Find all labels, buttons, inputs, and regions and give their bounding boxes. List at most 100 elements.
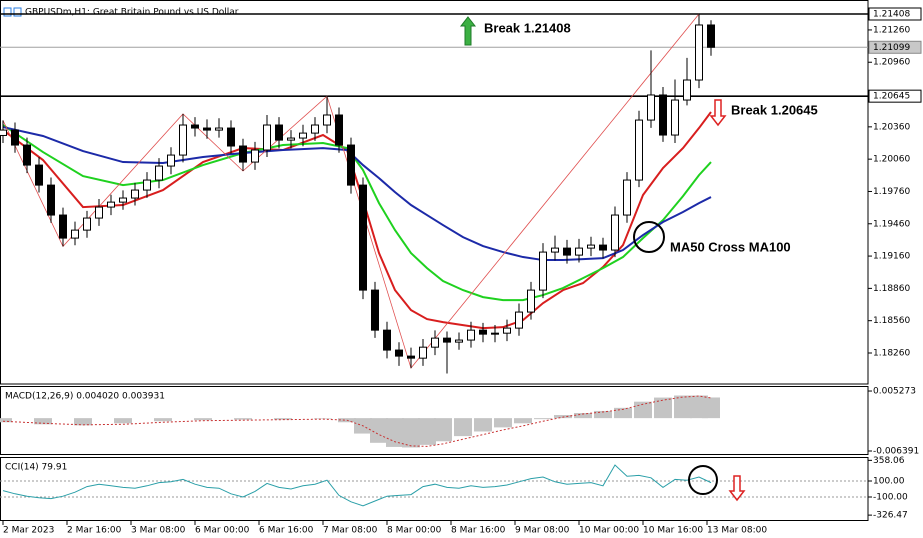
current-price-box xyxy=(868,40,922,54)
candle-body xyxy=(107,201,115,208)
y-tick-label: 1.20060 xyxy=(873,155,910,165)
candle-body xyxy=(707,24,715,48)
candle-body xyxy=(299,132,307,139)
candle-body xyxy=(635,119,643,181)
candle-body xyxy=(395,349,403,357)
macd-bar xyxy=(74,418,92,426)
macd-bar xyxy=(154,418,172,422)
icon xyxy=(3,7,12,17)
macd-bar xyxy=(594,410,612,419)
candle-body xyxy=(167,154,175,167)
candle-body xyxy=(311,124,319,134)
candle-body xyxy=(263,124,271,151)
y-tick-label: 1.20360 xyxy=(873,122,910,132)
candle-body xyxy=(359,184,367,291)
macd-bar xyxy=(574,412,592,419)
y-tick-label: 1.20960 xyxy=(873,58,910,68)
candle-body xyxy=(443,337,451,343)
candle-body xyxy=(431,337,439,348)
highlight-circle xyxy=(633,221,665,253)
x-tick-label: 10 Mar 00:00 xyxy=(579,526,639,536)
macd-bar xyxy=(314,418,332,419)
candle-body xyxy=(407,355,415,359)
macd-bar xyxy=(34,418,52,425)
macd-bar xyxy=(234,418,252,420)
x-tick-label: 8 Mar 16:00 xyxy=(451,526,506,536)
highlight-circle xyxy=(688,465,718,495)
down-arrow xyxy=(709,99,727,127)
candle-body xyxy=(191,124,199,129)
price-level-box xyxy=(868,7,922,21)
cci-panel-frame xyxy=(0,457,869,521)
macd-bar xyxy=(494,418,512,428)
candle-body xyxy=(47,184,55,216)
candle-body xyxy=(623,179,631,216)
y-tick-label: -0.006391 xyxy=(873,446,919,456)
y-tick-label: 358.06 xyxy=(873,456,905,466)
cci-line xyxy=(2,464,712,507)
candle-body xyxy=(239,145,247,163)
cci-title: CCI(14) 79.91 xyxy=(5,463,67,473)
macd-bar xyxy=(534,418,552,420)
x-tick-label: 13 Mar 08:00 xyxy=(707,526,767,536)
candle-body xyxy=(347,144,355,186)
macd-bar xyxy=(454,418,472,437)
macd-bar xyxy=(474,418,492,432)
candle-body xyxy=(371,289,379,331)
candle-body xyxy=(275,124,283,141)
candle-body xyxy=(671,99,679,136)
candle-body xyxy=(119,197,127,203)
y-tick-label: 1.21260 xyxy=(873,25,910,35)
x-tick-label: 8 Mar 00:00 xyxy=(387,526,442,536)
y-tick-label: 1.18860 xyxy=(873,284,910,294)
candle-body xyxy=(0,129,7,136)
annotation: Break 1.20645 xyxy=(731,102,818,117)
candle-body xyxy=(179,124,187,156)
x-tick-label: 6 Mar 00:00 xyxy=(195,526,250,536)
macd-bar xyxy=(702,397,720,419)
current-price-label: 1.21099 xyxy=(873,43,910,53)
candle-body xyxy=(503,327,511,334)
x-tick-label: 9 Mar 08:00 xyxy=(515,526,570,536)
candle-body xyxy=(23,144,31,166)
y-tick-label: 1.19760 xyxy=(873,187,910,197)
macd-bar xyxy=(654,397,672,419)
candle-body xyxy=(455,339,463,343)
moving-line xyxy=(2,126,712,262)
chart-title: GBPUSDm,H1: Great Britain Pound vs US Do… xyxy=(25,8,239,18)
y-tick-label: 1.18560 xyxy=(873,316,910,326)
candle-body xyxy=(515,311,523,329)
candle-body xyxy=(599,244,607,251)
y-tick-label: -326.47 xyxy=(873,511,908,521)
macd-bar xyxy=(434,418,452,442)
macd-bar xyxy=(274,418,292,420)
macd-bar xyxy=(194,418,212,421)
candle-body xyxy=(383,329,391,351)
x-tick-label: 3 Mar 08:00 xyxy=(131,526,186,536)
signal-line xyxy=(2,395,712,447)
candle-body xyxy=(563,247,571,256)
candle-body xyxy=(35,164,43,186)
macd-bar xyxy=(386,418,404,447)
macd-bar xyxy=(402,418,420,448)
annotation: MA50 Cross MA100 xyxy=(670,239,791,254)
macd-title: MACD(12,26,9) 0.004020 0.003931 xyxy=(5,392,165,402)
y-tick-label: 1.19460 xyxy=(873,219,910,229)
y-tick-label: -100.00 xyxy=(873,493,908,503)
candle-body xyxy=(215,127,223,131)
candle-body xyxy=(551,247,559,253)
candle-body xyxy=(467,329,475,341)
header-icons xyxy=(3,7,22,17)
price-level-label: 1.20645 xyxy=(873,92,910,102)
y-tick-label: 0.005273 xyxy=(873,387,916,397)
macd-bar xyxy=(614,407,632,419)
icon xyxy=(13,7,22,17)
x-tick-label: 6 Mar 16:00 xyxy=(259,526,314,536)
down-arrow xyxy=(728,475,746,502)
candle-body xyxy=(251,149,259,163)
candle-body xyxy=(539,251,547,291)
candle-body xyxy=(587,244,595,249)
